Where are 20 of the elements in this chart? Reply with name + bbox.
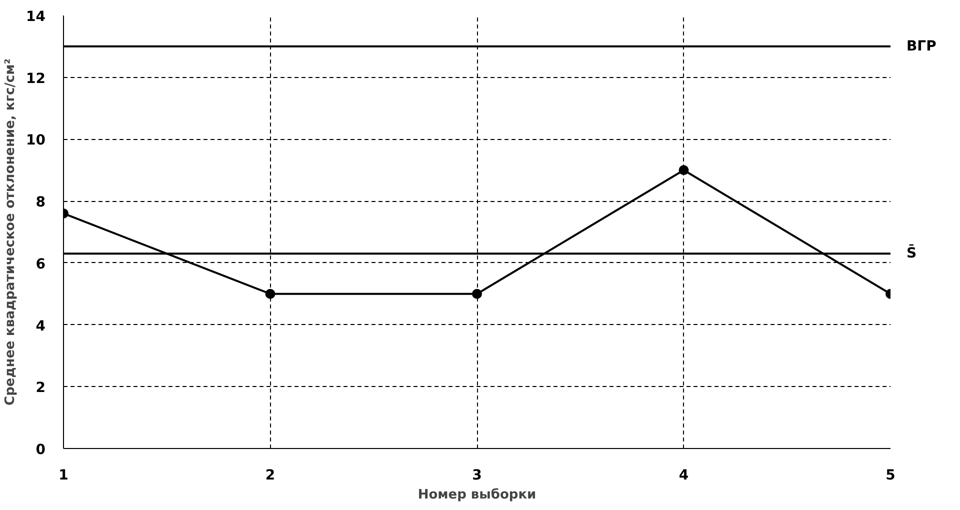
point: [265, 288, 276, 299]
y-tick-label: 10: [26, 132, 46, 149]
ref-line-label: S̄: [906, 244, 917, 262]
y-tick-label: 12: [26, 70, 46, 87]
y-tick-label: 8: [36, 194, 46, 211]
point: [472, 288, 482, 299]
x-tick-label: 5: [886, 468, 896, 484]
x-tick-label: 3: [472, 468, 482, 484]
ref-line-label: ВГР: [906, 38, 936, 54]
y-tick-label: 0: [36, 442, 46, 458]
x-axis-title: Номер выборки: [418, 488, 536, 502]
y-tick-label: 4: [36, 318, 46, 334]
point: [678, 165, 689, 176]
y-tick-label: 2: [36, 380, 46, 396]
x-tick-label: 4: [678, 468, 689, 484]
y-axis-title: Среднее квадратическое отклонение, кгс/см²: [3, 58, 18, 406]
y-tick-label: 6: [36, 256, 46, 272]
x-tick-label: 2: [265, 468, 276, 484]
y-tick-label: 14: [26, 9, 46, 25]
x-tick-label: 1: [58, 468, 68, 484]
